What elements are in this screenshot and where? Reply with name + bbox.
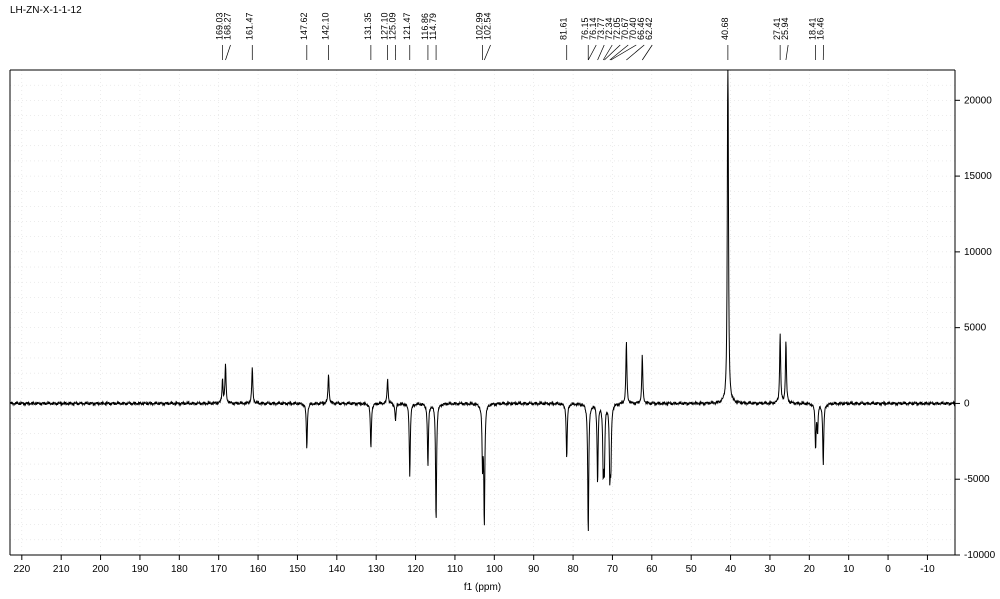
svg-text:50: 50 <box>686 564 698 575</box>
svg-text:70: 70 <box>607 564 619 575</box>
svg-text:121.47: 121.47 <box>402 12 412 40</box>
svg-text:110: 110 <box>447 564 463 575</box>
svg-text:130: 130 <box>368 564 385 575</box>
svg-text:80: 80 <box>568 564 580 575</box>
svg-text:120: 120 <box>407 564 424 575</box>
svg-text:-10000: -10000 <box>964 550 996 561</box>
svg-text:147.62: 147.62 <box>299 12 309 40</box>
svg-text:100: 100 <box>486 564 503 575</box>
svg-text:5000: 5000 <box>964 323 987 334</box>
spectrum-plot: 2202102001901801701601501401301201101009… <box>0 0 1000 599</box>
svg-text:-10: -10 <box>920 564 935 575</box>
svg-text:180: 180 <box>171 564 188 575</box>
svg-text:-5000: -5000 <box>964 474 990 485</box>
svg-text:220: 220 <box>13 564 30 575</box>
svg-text:90: 90 <box>528 564 540 575</box>
svg-text:10: 10 <box>843 564 855 575</box>
svg-text:142.10: 142.10 <box>321 12 331 40</box>
svg-text:81.61: 81.61 <box>559 17 569 40</box>
svg-text:200: 200 <box>92 564 109 575</box>
nmr-spectrum-chart: { "title": "LH-ZN-X-1-1-12", "title_pos"… <box>0 0 1000 599</box>
svg-text:0: 0 <box>964 398 970 409</box>
svg-text:125.09: 125.09 <box>388 12 398 40</box>
svg-text:20: 20 <box>804 564 816 575</box>
svg-text:25.94: 25.94 <box>780 17 790 40</box>
svg-text:40: 40 <box>725 564 737 575</box>
svg-text:170: 170 <box>210 564 227 575</box>
svg-text:10000: 10000 <box>964 247 992 258</box>
svg-text:131.35: 131.35 <box>363 12 373 40</box>
svg-text:40.68: 40.68 <box>720 17 730 40</box>
svg-text:150: 150 <box>289 564 306 575</box>
svg-text:102.54: 102.54 <box>483 12 493 40</box>
svg-text:62.42: 62.42 <box>644 17 654 40</box>
svg-text:60: 60 <box>646 564 658 575</box>
svg-text:30: 30 <box>764 564 776 575</box>
svg-text:168.27: 168.27 <box>223 12 233 40</box>
svg-text:16.46: 16.46 <box>816 17 826 40</box>
svg-text:161.47: 161.47 <box>244 12 254 40</box>
svg-text:0: 0 <box>885 564 891 575</box>
svg-text:20000: 20000 <box>964 95 992 106</box>
x-axis-label: f1 (ppm) <box>464 582 501 593</box>
svg-text:190: 190 <box>132 564 149 575</box>
svg-text:114.79: 114.79 <box>428 13 438 40</box>
svg-text:140: 140 <box>328 564 345 575</box>
svg-text:160: 160 <box>250 564 267 575</box>
svg-text:15000: 15000 <box>964 171 992 182</box>
svg-text:210: 210 <box>53 564 70 575</box>
